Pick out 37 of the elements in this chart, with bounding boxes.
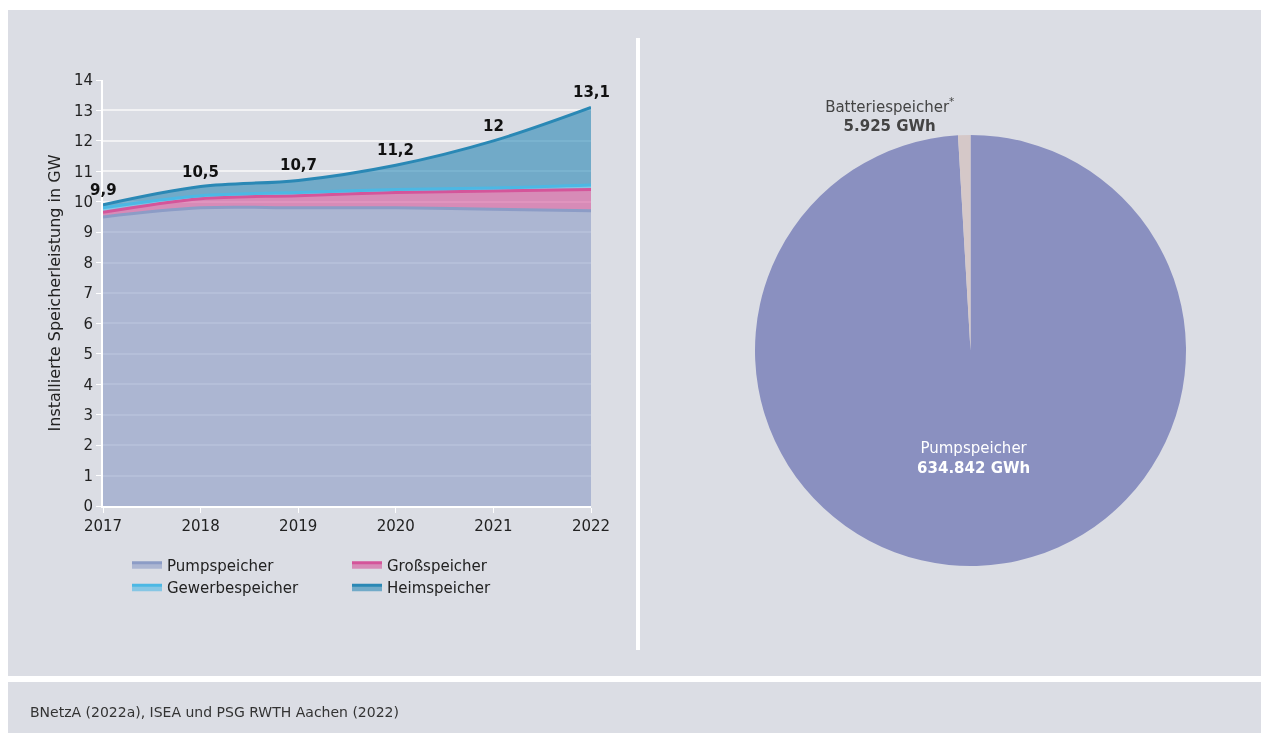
y-tick-label: 4	[83, 375, 93, 394]
total-label: 10,5	[182, 163, 220, 181]
x-tick-label: 2017	[83, 517, 123, 535]
y-axis-title: Installierte Speicherleistung in GW	[45, 154, 64, 432]
pie-slice	[755, 135, 1186, 566]
legend-label: Gewerbespeicher	[167, 579, 299, 598]
total-label: 13,1	[573, 83, 611, 101]
y-tick-label: 11	[73, 162, 93, 181]
x-tick-label: 2022	[571, 517, 611, 535]
y-tick-label: 1	[83, 466, 93, 485]
data-label: 5.925 GWh	[843, 117, 936, 136]
x-tick-label: 2019	[279, 517, 318, 535]
text: BNetzA (2022a), ISEA und PSG RWTH Aachen (2022)	[30, 704, 399, 720]
y-tick-label: 2	[83, 436, 93, 455]
x-tick-label: 2020	[376, 517, 415, 535]
slice-label: Pumpspeicher	[920, 439, 1028, 458]
y-tick-label: 6	[83, 314, 93, 333]
legend-label: Heimspeicher	[387, 579, 491, 598]
y-tick-label: 13	[73, 101, 93, 120]
y-tick-label: 7	[83, 284, 93, 303]
y-tick-label: 5	[83, 345, 93, 364]
x-tick-label: 2018	[181, 517, 220, 535]
y-tick-label: 9	[83, 223, 93, 242]
y-tick-label: 3	[83, 405, 93, 424]
y-tick-label: 14	[73, 71, 93, 90]
slice-label: Batteriespeicher$^{*}$	[825, 95, 955, 116]
data-label: 634.842 GWh	[917, 458, 1031, 477]
y-tick-label: 0	[83, 497, 93, 516]
pie-slice	[957, 135, 971, 351]
total-label: 10,7	[280, 156, 318, 174]
x-tick-label: 2021	[474, 517, 513, 535]
y-tick-label: 8	[83, 253, 93, 272]
legend-label: Pumpspeicher	[167, 556, 275, 575]
y-tick-label: 12	[73, 132, 93, 151]
legend-label: Großspeicher	[387, 556, 488, 575]
total-label: 11,2	[377, 141, 415, 159]
total-label: 12	[483, 117, 504, 135]
